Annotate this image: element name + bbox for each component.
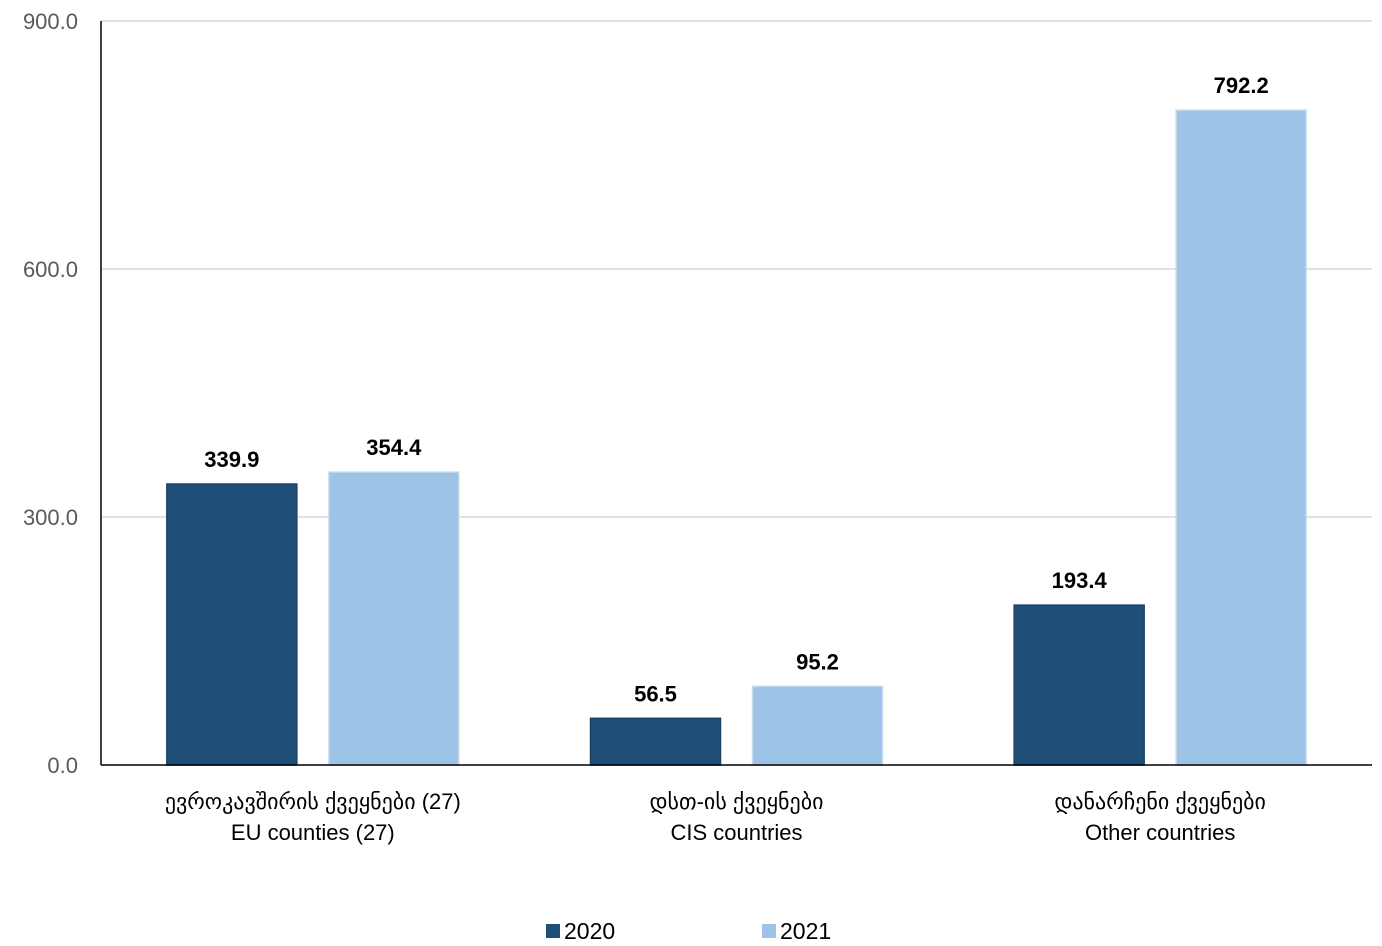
data-label: 56.5 — [634, 681, 677, 706]
bar-2021-1 — [751, 685, 884, 766]
x-category-label-line2: Other countries — [1085, 820, 1235, 845]
gridlines — [101, 20, 1372, 518]
x-category-label-line1: დსთ-ის ქვეყნები — [650, 789, 824, 814]
data-labels: 339.9 354.4 56.5 95.2 193.4 792.2 — [204, 73, 1268, 706]
bar-chart: 0.0 300.0 600.0 900.0 ევროკავშირის ქვეყნები… — [23, 9, 1372, 845]
legend-swatch-2020 — [546, 924, 560, 938]
x-category-label-line1: დანარჩენი ქვეყნები — [1054, 789, 1266, 814]
legend-item-2020: 2020 — [546, 916, 615, 946]
legend-item-2021: 2021 — [762, 916, 831, 946]
bar-2021-0 — [328, 471, 460, 766]
y-tick-label: 300.0 — [23, 505, 78, 530]
x-category-label-line1: ევროკავშირის ქვეყნები (27) — [165, 789, 461, 814]
data-label: 792.2 — [1214, 73, 1269, 98]
data-label: 95.2 — [796, 649, 839, 674]
bar-2020-1 — [589, 717, 722, 766]
x-category-label-line2: CIS countries — [670, 820, 802, 845]
data-label: 339.9 — [204, 447, 259, 472]
legend-label-2020: 2020 — [564, 917, 616, 944]
bar-2020-0 — [166, 483, 298, 766]
data-label: 193.4 — [1052, 568, 1108, 593]
bar-2020-2 — [1013, 604, 1145, 766]
y-axis: 0.0 300.0 600.0 900.0 — [23, 9, 102, 778]
y-tick-label: 600.0 — [23, 257, 78, 282]
x-axis: ევროკავშირის ქვეყნები (27) EU counties (2… — [101, 764, 1372, 845]
x-category-label-line2: EU counties (27) — [231, 820, 395, 845]
y-tick-label: 900.0 — [23, 9, 78, 34]
bars — [166, 109, 1307, 766]
bar-2021-2 — [1175, 109, 1307, 766]
y-tick-label: 0.0 — [47, 753, 78, 778]
data-label: 354.4 — [366, 435, 422, 460]
legend-swatch-2021 — [762, 924, 776, 938]
legend-label-2021: 2021 — [780, 917, 832, 944]
